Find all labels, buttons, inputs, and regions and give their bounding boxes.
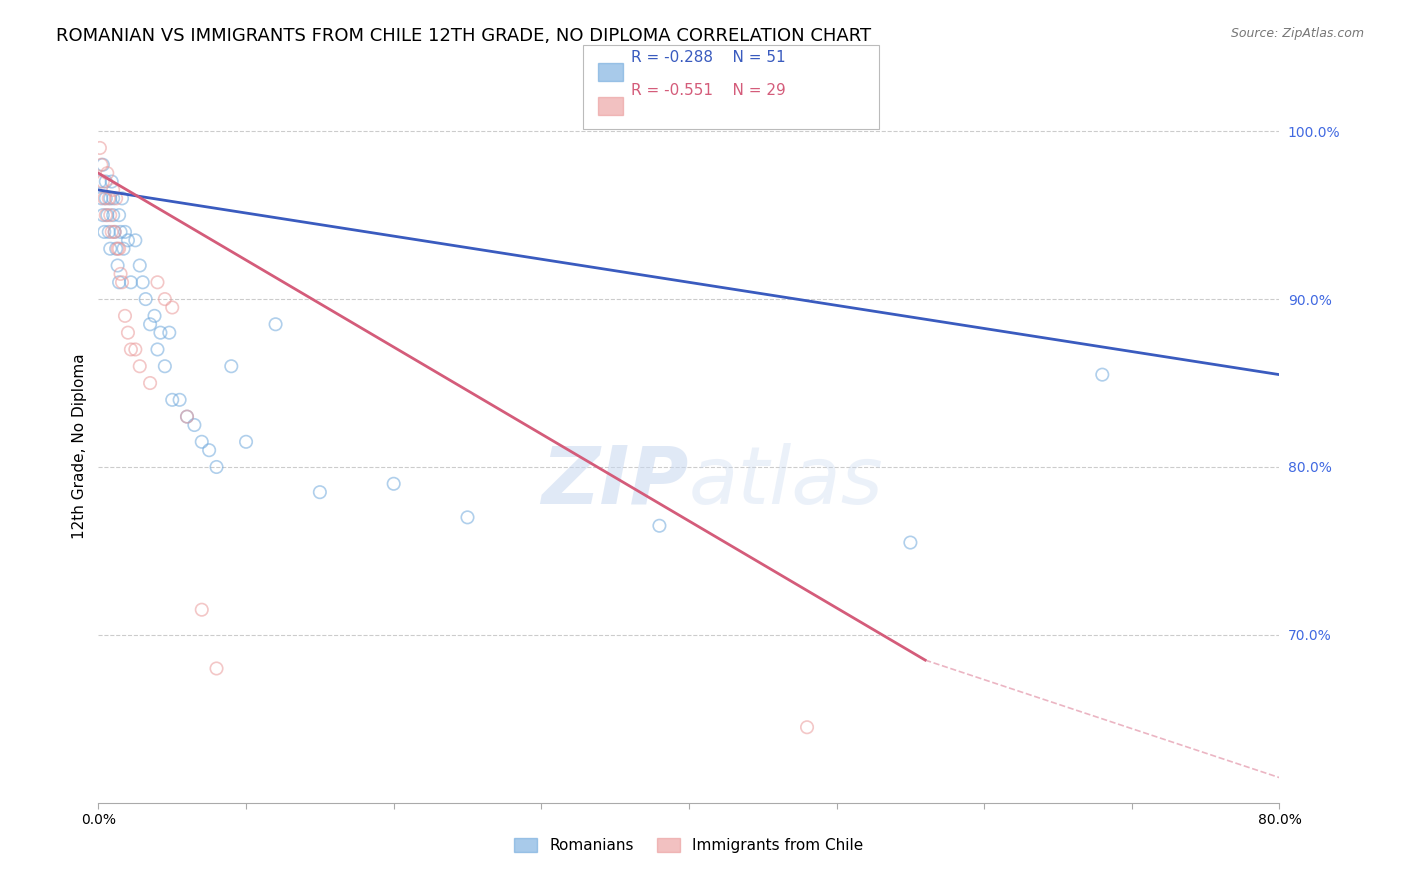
Point	[90, 191, 112, 205]
Point	[198, 443, 221, 458]
Point	[117, 233, 139, 247]
Point	[900, 535, 922, 549]
Point	[132, 275, 155, 289]
Point	[100, 225, 122, 239]
Point	[176, 409, 198, 424]
Point	[796, 720, 818, 734]
Point	[128, 259, 150, 273]
Point	[110, 267, 132, 281]
Point	[94, 191, 117, 205]
Point	[191, 603, 214, 617]
Point	[93, 225, 115, 239]
Point	[105, 191, 128, 205]
Point	[98, 242, 121, 256]
Point	[191, 434, 214, 449]
Point	[135, 292, 157, 306]
Point	[162, 392, 183, 407]
Point	[105, 242, 128, 256]
Point	[89, 175, 111, 189]
Point	[162, 301, 183, 315]
Point	[107, 259, 129, 273]
Point	[120, 343, 142, 357]
Point	[648, 518, 671, 533]
Point	[124, 343, 146, 357]
Point	[110, 225, 132, 239]
Text: R = -0.288    N = 51: R = -0.288 N = 51	[631, 50, 786, 65]
Point	[457, 510, 479, 524]
Point	[90, 158, 112, 172]
Point	[97, 225, 120, 239]
Point	[205, 661, 228, 675]
Point	[149, 326, 172, 340]
Point	[157, 326, 180, 340]
Point	[104, 225, 127, 239]
Point	[100, 175, 122, 189]
Point	[104, 225, 127, 239]
Text: ROMANIAN VS IMMIGRANTS FROM CHILE 12TH GRADE, NO DIPLOMA CORRELATION CHART: ROMANIAN VS IMMIGRANTS FROM CHILE 12TH G…	[56, 27, 872, 45]
Point	[120, 275, 142, 289]
Point	[264, 318, 287, 332]
Point	[103, 191, 125, 205]
Point	[128, 359, 150, 374]
Point	[117, 326, 139, 340]
Point	[108, 275, 131, 289]
Point	[107, 242, 129, 256]
Point	[103, 208, 125, 222]
Point	[124, 233, 146, 247]
Point	[114, 309, 136, 323]
Point	[205, 460, 228, 475]
Point	[98, 208, 121, 222]
Point	[143, 309, 166, 323]
Point	[89, 141, 111, 155]
Point	[103, 183, 125, 197]
Text: R = -0.551    N = 29: R = -0.551 N = 29	[631, 83, 786, 98]
Point	[91, 158, 114, 172]
Text: Source: ZipAtlas.com: Source: ZipAtlas.com	[1230, 27, 1364, 40]
Point	[309, 485, 332, 500]
Point	[112, 242, 135, 256]
Point	[382, 476, 405, 491]
Point	[94, 175, 117, 189]
Point	[146, 343, 169, 357]
Point	[91, 208, 114, 222]
Point	[153, 292, 176, 306]
Legend: Romanians, Immigrants from Chile: Romanians, Immigrants from Chile	[509, 832, 869, 859]
Point	[96, 166, 118, 180]
Point	[1091, 368, 1114, 382]
Point	[93, 191, 115, 205]
Text: atlas: atlas	[689, 442, 884, 521]
Point	[98, 191, 121, 205]
Point	[139, 376, 162, 390]
Point	[221, 359, 243, 374]
Point	[235, 434, 257, 449]
Point	[176, 409, 198, 424]
Point	[114, 225, 136, 239]
Point	[108, 242, 131, 256]
Text: ZIP: ZIP	[541, 442, 689, 521]
Point	[111, 191, 134, 205]
Point	[153, 359, 176, 374]
Point	[96, 208, 118, 222]
Point	[108, 208, 131, 222]
Point	[139, 318, 162, 332]
Point	[94, 208, 117, 222]
Point	[183, 417, 205, 432]
Point	[97, 191, 120, 205]
Point	[169, 392, 191, 407]
Y-axis label: 12th Grade, No Diploma: 12th Grade, No Diploma	[72, 353, 87, 539]
Point	[146, 275, 169, 289]
Point	[91, 175, 114, 189]
Point	[111, 275, 134, 289]
